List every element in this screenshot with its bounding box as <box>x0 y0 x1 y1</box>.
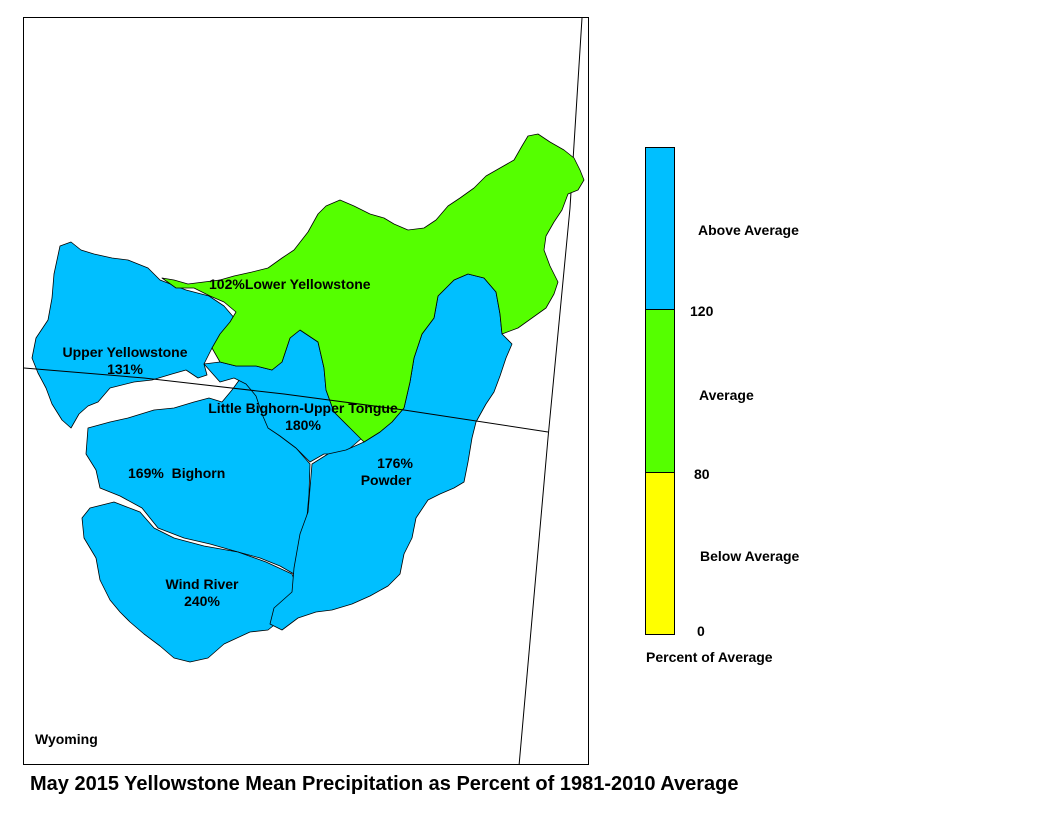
map-frame: 102%Lower Yellowstone Upper Yellowstone 1… <box>23 17 589 765</box>
legend-break-120: 120 <box>690 303 714 319</box>
state-border-north <box>24 367 549 433</box>
legend-swatch-average <box>646 310 674 473</box>
legend-break-80: 80 <box>694 466 710 482</box>
basin-label-bighorn: 169% Bighorn <box>128 465 226 481</box>
region-label-wyoming: Wyoming <box>35 731 98 747</box>
basin-shape-wind-river <box>81 501 297 663</box>
legend-color-bar <box>645 147 675 635</box>
basin-shape-lower-yellowstone <box>161 133 585 443</box>
legend-label-above-average: Above Average <box>698 222 799 238</box>
legend-label-average: Average <box>699 387 754 403</box>
basin-label-little-bighorn: Little Bighorn-Upper Tongue 180% <box>208 400 398 433</box>
basin-shape-upper-yellowstone <box>31 241 237 429</box>
legend-title: Percent of Average <box>646 649 773 665</box>
basin-label-powder: 176% Powder <box>360 455 413 488</box>
page-title: May 2015 Yellowstone Mean Precipitation … <box>30 773 739 795</box>
legend-swatch-above-average <box>646 148 674 310</box>
state-border-east <box>518 18 583 764</box>
basin-label-upper-yellowstone: Upper Yellowstone 131% <box>62 344 188 377</box>
basin-label-lower-yellowstone: 102%Lower Yellowstone <box>209 276 371 292</box>
legend-swatch-below-average <box>646 473 674 634</box>
basin-shape-bighorn <box>85 363 311 575</box>
basin-map <box>24 18 585 764</box>
legend-break-0: 0 <box>697 623 705 639</box>
legend-label-below-average: Below Average <box>700 548 800 564</box>
basin-label-wind-river: Wind River 240% <box>165 576 239 609</box>
